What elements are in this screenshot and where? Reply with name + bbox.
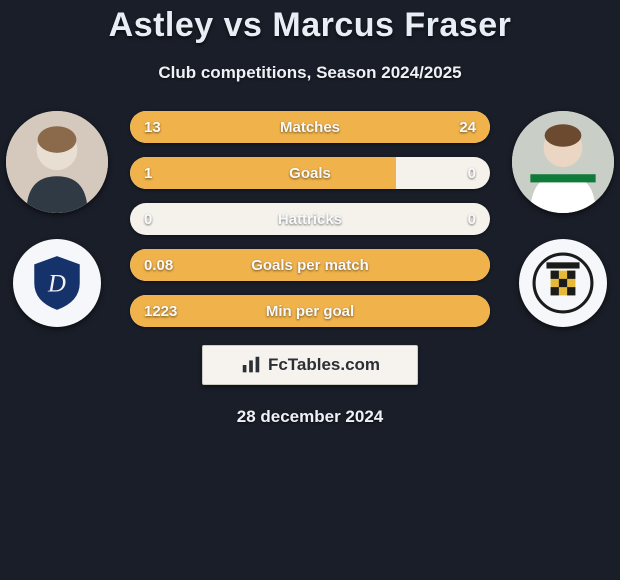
club-right-badge bbox=[519, 239, 607, 327]
bar-chart-icon bbox=[240, 354, 262, 376]
player-right-avatar bbox=[512, 111, 614, 213]
avatar-placeholder-icon bbox=[512, 111, 614, 213]
shield-icon: D bbox=[26, 252, 88, 314]
stat-label: Goals bbox=[130, 157, 490, 189]
stat-label: Goals per match bbox=[130, 249, 490, 281]
comparison-grid: D 1324Matches 10Goals 00Hattricks 0.08Goals… bbox=[0, 111, 620, 327]
branding-text: FcTables.com bbox=[268, 355, 380, 375]
page-title: Astley vs Marcus Fraser bbox=[0, 6, 620, 45]
stat-bars: 1324Matches 10Goals 00Hattricks 0.08Goals p… bbox=[130, 111, 490, 327]
right-column bbox=[508, 111, 618, 327]
stat-label: Min per goal bbox=[130, 295, 490, 327]
stat-bar: 10Goals bbox=[130, 157, 490, 189]
stat-bar: 0.08Goals per match bbox=[130, 249, 490, 281]
club-left-badge: D bbox=[13, 239, 101, 327]
stat-bar: 1324Matches bbox=[130, 111, 490, 143]
stat-bar: 00Hattricks bbox=[130, 203, 490, 235]
branding-badge: FcTables.com bbox=[202, 345, 418, 385]
stat-label: Matches bbox=[130, 111, 490, 143]
date-line: 28 december 2024 bbox=[0, 407, 620, 427]
player-left-avatar bbox=[6, 111, 108, 213]
stat-bar: 1223Min per goal bbox=[130, 295, 490, 327]
left-column: D bbox=[2, 111, 112, 327]
subtitle: Club competitions, Season 2024/2025 bbox=[0, 63, 620, 83]
avatar-placeholder-icon bbox=[6, 111, 108, 213]
svg-text:D: D bbox=[47, 270, 66, 297]
crest-icon bbox=[532, 252, 594, 314]
stat-label: Hattricks bbox=[130, 203, 490, 235]
